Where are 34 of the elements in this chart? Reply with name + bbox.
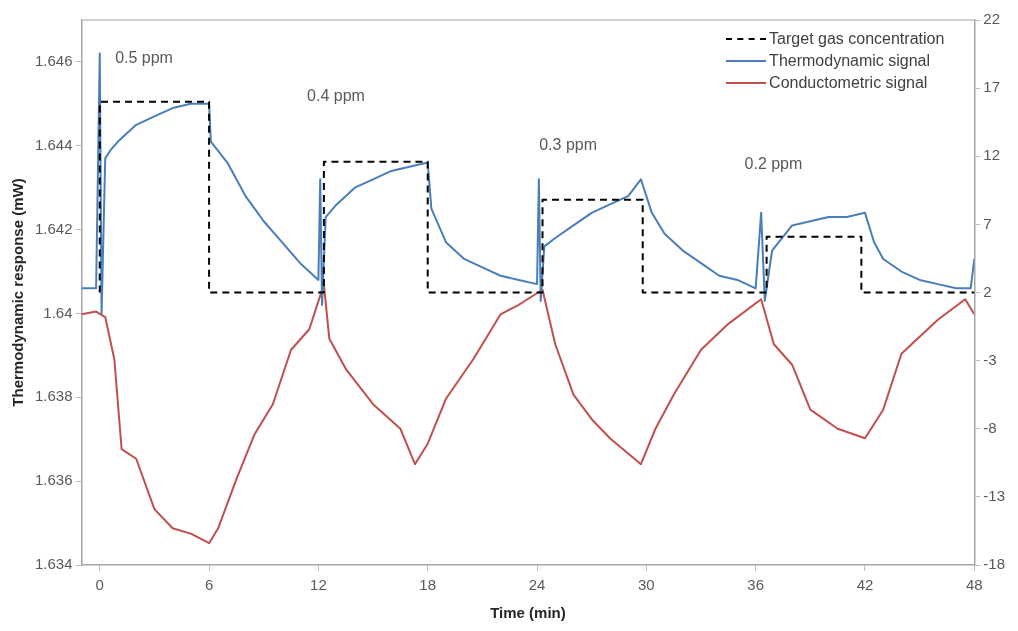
- y2-tick-label: -18: [983, 555, 1006, 573]
- y-tick-label: 1.638: [34, 387, 73, 405]
- legend-label: Target gas concentration: [769, 29, 945, 49]
- x-tick-label: 18: [419, 576, 437, 594]
- x-tick-label: 36: [747, 576, 765, 594]
- y2-tick-label: -8: [983, 418, 997, 436]
- y2-tick-label: 7: [983, 214, 992, 232]
- x-tick-label: 6: [204, 576, 214, 594]
- x-tick-label: 0: [95, 576, 104, 594]
- y2-tick-label: -3: [983, 350, 997, 368]
- x-tick-label: 30: [638, 576, 655, 594]
- x-tick-label: 24: [528, 576, 546, 594]
- y2-tick-label: -13: [983, 487, 1006, 505]
- x-tick-label: 42: [856, 576, 874, 594]
- y2-tick-label: 22: [983, 10, 1001, 28]
- annotation: 0.2 ppm: [744, 154, 803, 172]
- y-tick-label: 1.644: [34, 135, 73, 153]
- y2-tick-label: 12: [983, 146, 1001, 164]
- annotation: 0.4 ppm: [307, 86, 365, 104]
- y-axis-title: Thermodynamic response (mW): [9, 178, 27, 407]
- x-tick-label: 48: [965, 576, 983, 594]
- legend-label: Thermodynamic signal: [769, 51, 931, 71]
- y-tick-label: 1.64: [43, 303, 73, 321]
- x-tick-label: 12: [310, 576, 327, 594]
- y2-tick-label: 2: [983, 282, 992, 300]
- legend-label: Conductometric signal: [769, 73, 928, 93]
- y2-tick-label: 17: [983, 78, 1001, 96]
- y-tick-label: 1.634: [34, 555, 73, 573]
- y-tick-label: 1.636: [34, 471, 73, 489]
- x-axis-title: Time (min): [490, 604, 566, 622]
- annotation: 0.3 ppm: [539, 135, 598, 153]
- y-tick-label: 1.642: [34, 219, 73, 237]
- annotation: 0.5 ppm: [115, 48, 173, 66]
- y-tick-label: 1.646: [34, 52, 73, 70]
